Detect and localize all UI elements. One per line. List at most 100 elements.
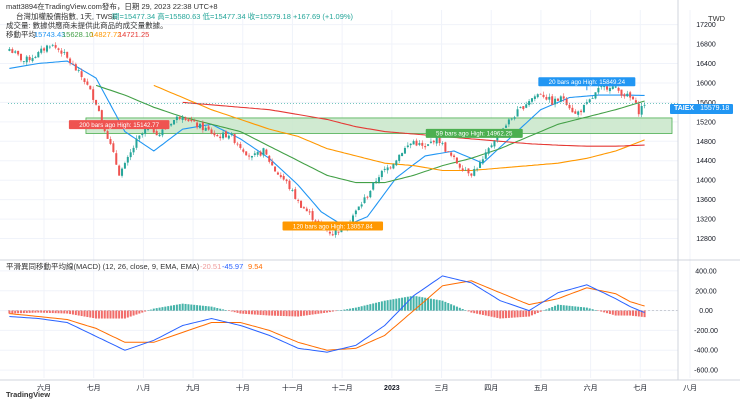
candle-body[interactable]: [429, 141, 432, 143]
candle-body[interactable]: [363, 197, 366, 204]
candle-body[interactable]: [106, 131, 109, 139]
candle-body[interactable]: [305, 208, 308, 212]
macd-histogram-bar[interactable]: [528, 310, 531, 317]
candle-body[interactable]: [181, 117, 184, 120]
macd-histogram-bar[interactable]: [216, 308, 219, 311]
candle-body[interactable]: [504, 125, 508, 128]
macd-histogram-bar[interactable]: [43, 310, 46, 313]
candle-body[interactable]: [629, 92, 632, 98]
candle-body[interactable]: [580, 110, 583, 113]
candle-body[interactable]: [19, 53, 23, 61]
macd-histogram-bar[interactable]: [458, 307, 461, 311]
macd-histogram-bar[interactable]: [19, 310, 23, 314]
candle-body[interactable]: [89, 85, 92, 90]
candle-body[interactable]: [556, 98, 559, 101]
macd-histogram-bar[interactable]: [620, 310, 623, 316]
candle-body[interactable]: [28, 56, 31, 61]
macd-histogram-bar[interactable]: [248, 310, 251, 315]
macd-histogram-bar[interactable]: [493, 310, 496, 318]
macd-histogram-bar[interactable]: [262, 310, 265, 316]
macd-histogram-bar[interactable]: [375, 302, 378, 311]
macd-histogram-bar[interactable]: [424, 297, 427, 311]
candle-body[interactable]: [97, 105, 100, 111]
candle-body[interactable]: [161, 129, 164, 136]
macd-histogram-bar[interactable]: [403, 297, 406, 311]
macd-histogram-bar[interactable]: [83, 310, 86, 317]
candle-body[interactable]: [279, 175, 282, 178]
candlesticks[interactable]: [8, 42, 646, 238]
candle-body[interactable]: [25, 56, 28, 63]
candle-body[interactable]: [539, 93, 542, 95]
macd-histogram-bar[interactable]: [354, 307, 357, 311]
candle-body[interactable]: [415, 140, 418, 146]
macd-histogram-bar[interactable]: [302, 310, 305, 316]
macd-histogram-bar[interactable]: [530, 310, 533, 316]
macd-histogram-bar[interactable]: [626, 310, 629, 316]
candle-body[interactable]: [204, 127, 207, 131]
macd-histogram-bar[interactable]: [548, 308, 551, 311]
macd-histogram-bar[interactable]: [516, 310, 519, 318]
macd-histogram-bar[interactable]: [643, 310, 646, 318]
candle-body[interactable]: [112, 143, 115, 152]
macd-histogram-bar[interactable]: [14, 310, 17, 314]
candle-body[interactable]: [297, 200, 300, 201]
macd-histogram-bar[interactable]: [331, 310, 334, 312]
macd-histogram-bar[interactable]: [377, 302, 380, 311]
macd-histogram-bar[interactable]: [507, 310, 510, 318]
candle-body[interactable]: [172, 119, 176, 125]
candle-body[interactable]: [412, 141, 415, 145]
candle-body[interactable]: [285, 179, 288, 182]
candle-body[interactable]: [8, 48, 11, 51]
macd-histogram-bar[interactable]: [513, 310, 516, 318]
candle-body[interactable]: [48, 46, 51, 48]
candle-body[interactable]: [132, 147, 135, 153]
candle-body[interactable]: [395, 160, 398, 166]
macd-histogram-bar[interactable]: [574, 306, 577, 311]
candle-body[interactable]: [175, 116, 178, 121]
candle-body[interactable]: [118, 165, 121, 176]
macd-histogram-bar[interactable]: [412, 295, 415, 311]
candle-body[interactable]: [620, 89, 623, 96]
candle-body[interactable]: [236, 143, 239, 145]
macd-histogram-bar[interactable]: [158, 307, 161, 311]
macd-histogram-bar[interactable]: [268, 310, 271, 316]
macd-histogram-bar[interactable]: [351, 308, 355, 311]
candle-body[interactable]: [230, 134, 233, 135]
macd-histogram-bar[interactable]: [349, 308, 352, 311]
macd-histogram-bar[interactable]: [170, 305, 173, 311]
candle-body[interactable]: [582, 104, 585, 113]
macd-histogram-bar[interactable]: [357, 306, 360, 311]
candle-body[interactable]: [291, 190, 294, 191]
macd-histogram-bar[interactable]: [288, 310, 291, 317]
macd-histogram-bar[interactable]: [25, 310, 28, 313]
candle-body[interactable]: [470, 173, 473, 176]
candle-body[interactable]: [155, 131, 158, 136]
candle-body[interactable]: [409, 143, 412, 146]
macd-histogram-bar[interactable]: [74, 310, 77, 316]
candle-body[interactable]: [86, 81, 89, 85]
candle-body[interactable]: [337, 231, 340, 233]
macd-histogram-bar[interactable]: [473, 310, 476, 314]
candle-body[interactable]: [354, 210, 357, 215]
macd-histogram-bar[interactable]: [230, 310, 233, 312]
candle-body[interactable]: [617, 87, 620, 91]
macd-histogram-bar[interactable]: [496, 310, 499, 318]
candle-body[interactable]: [594, 92, 597, 99]
macd-histogram-bar[interactable]: [112, 310, 115, 319]
macd-histogram-bar[interactable]: [141, 310, 144, 313]
macd-histogram-bar[interactable]: [37, 310, 40, 313]
macd-histogram-bar[interactable]: [444, 301, 447, 311]
candle-body[interactable]: [95, 99, 98, 105]
macd-histogram-bar[interactable]: [551, 307, 554, 311]
macd-histogram-bar[interactable]: [594, 309, 597, 311]
candle-body[interactable]: [271, 161, 274, 166]
candle-body[interactable]: [80, 71, 83, 78]
macd-histogram-bar[interactable]: [369, 304, 372, 311]
macd-histogram-bar[interactable]: [522, 310, 525, 317]
candle-body[interactable]: [74, 64, 77, 71]
macd-histogram-bar[interactable]: [253, 310, 256, 315]
macd-histogram-bar[interactable]: [123, 310, 126, 319]
macd-histogram-bar[interactable]: [600, 310, 603, 312]
candle-body[interactable]: [565, 98, 568, 105]
macd-histogram-bar[interactable]: [66, 310, 69, 314]
